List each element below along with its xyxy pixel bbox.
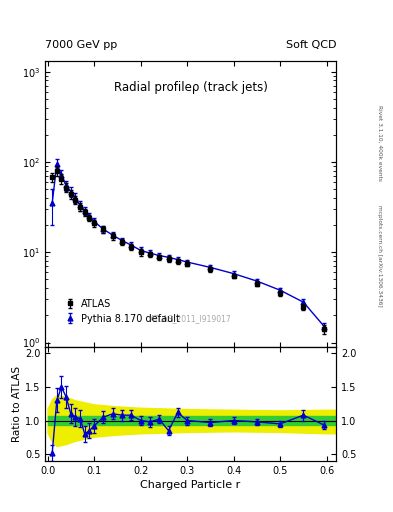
- Y-axis label: Ratio to ATLAS: Ratio to ATLAS: [12, 366, 22, 442]
- Text: 7000 GeV pp: 7000 GeV pp: [45, 40, 118, 50]
- Text: Rivet 3.1.10, 400k events: Rivet 3.1.10, 400k events: [377, 105, 382, 181]
- Text: ATLAS_2011_I919017: ATLAS_2011_I919017: [150, 314, 231, 323]
- Text: Radial profileρ (track jets): Radial profileρ (track jets): [114, 81, 268, 94]
- Text: Soft QCD: Soft QCD: [286, 40, 336, 50]
- X-axis label: Charged Particle r: Charged Particle r: [140, 480, 241, 490]
- Text: mcplots.cern.ch [arXiv:1306.3436]: mcplots.cern.ch [arXiv:1306.3436]: [377, 205, 382, 307]
- Legend: ATLAS, Pythia 8.170 default: ATLAS, Pythia 8.170 default: [59, 295, 184, 328]
